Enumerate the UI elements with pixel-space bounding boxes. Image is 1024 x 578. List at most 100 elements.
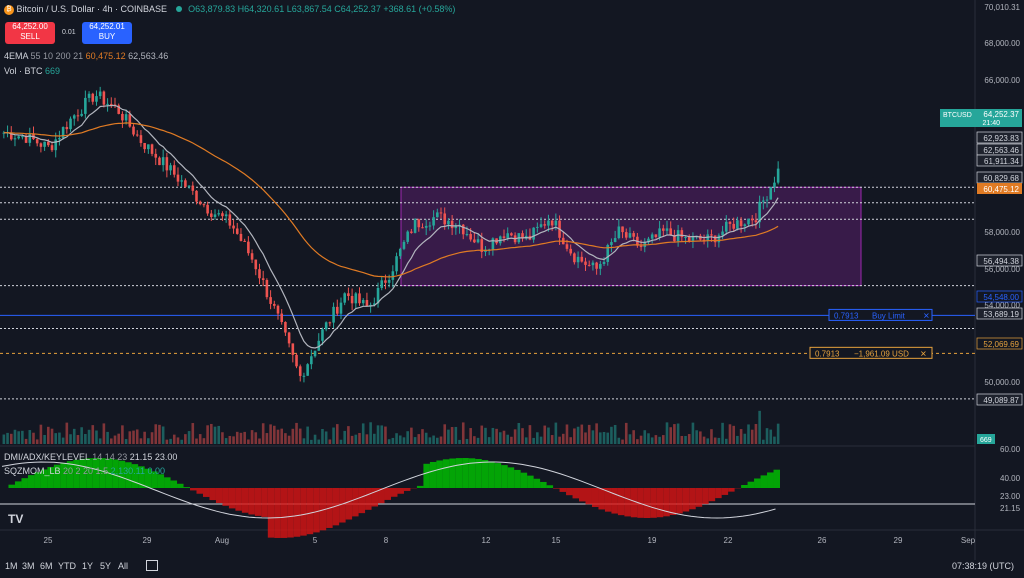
candle-body	[265, 280, 269, 298]
momentum-bar	[287, 488, 294, 538]
candle-body	[476, 239, 480, 243]
candle-body	[87, 93, 91, 98]
momentum-bar	[378, 488, 385, 504]
range-ytd[interactable]: YTD	[58, 561, 76, 571]
momentum-bar	[47, 466, 54, 488]
range-5y[interactable]: 5Y	[100, 561, 112, 571]
candle-body	[184, 180, 187, 187]
candle-body	[61, 127, 65, 139]
tradingview-logo-icon[interactable]: TV	[8, 512, 24, 526]
volume-bar	[158, 424, 161, 444]
momentum-bar	[339, 488, 346, 523]
momentum-bar	[79, 458, 87, 488]
candle-body	[261, 278, 265, 281]
candle-body	[21, 136, 24, 138]
volume-bar	[24, 438, 28, 444]
volume-bar	[95, 430, 98, 444]
candle-body	[139, 135, 143, 143]
volume-bar	[621, 439, 624, 444]
volume-bar	[317, 439, 321, 444]
price-label-box	[976, 393, 1023, 406]
candle-body	[95, 96, 98, 102]
momentum-bar	[352, 488, 359, 517]
volume-bar	[513, 429, 517, 444]
ema-legend[interactable]: 4EMA 55 10 200 21 60,475.12 62,563.46	[4, 51, 168, 61]
range-6m[interactable]: 6M	[40, 561, 53, 571]
candle-body	[424, 225, 428, 228]
momentum-bar	[533, 478, 541, 488]
volume-bar	[361, 423, 365, 444]
volume-bar	[565, 424, 569, 444]
volume-bar	[695, 430, 698, 444]
candle-body	[232, 225, 235, 229]
volume-bar	[654, 435, 658, 444]
range-1m[interactable]: 1M	[5, 561, 18, 571]
volume-bar	[254, 432, 258, 444]
buy-limit-qty: 0.7913	[834, 311, 859, 320]
volume-bar	[762, 439, 765, 444]
volume-bar	[365, 434, 369, 444]
candle-body	[395, 256, 398, 272]
volume-bar	[117, 433, 120, 444]
volume-bar	[417, 434, 421, 444]
candle-body	[106, 103, 109, 105]
sqzmom-legend-name: SQZMOM_LB	[4, 466, 61, 476]
momentum-bar	[358, 488, 366, 514]
range-3m[interactable]: 3M	[22, 561, 35, 571]
momentum-bar	[754, 478, 761, 488]
volume-bar	[80, 427, 83, 444]
momentum-bar	[190, 488, 197, 491]
volume-bar	[369, 422, 372, 444]
candle-body	[361, 300, 365, 304]
calendar-icon[interactable]	[146, 560, 158, 571]
position-label[interactable]	[809, 346, 933, 359]
momentum-bar	[99, 458, 106, 488]
symbol-title-row[interactable]: ₿ Bitcoin / U.S. Dollar · 4h · COINBASE …	[4, 4, 455, 15]
candle-body	[443, 213, 447, 225]
volume-bar	[58, 432, 61, 444]
momentum-bar	[494, 463, 502, 488]
momentum-bar	[306, 488, 314, 535]
sqzmom-legend[interactable]: SQZMOM_LB 20 2 20 1.5 2,130.11 0.00	[4, 466, 165, 476]
candle-body	[684, 237, 687, 239]
volume-bar	[276, 429, 280, 444]
momentum-bar	[747, 481, 755, 488]
volume-bar	[295, 422, 298, 444]
volume-bar	[139, 438, 143, 444]
volume-bar	[702, 436, 706, 444]
candle-body	[284, 321, 287, 333]
candle-body	[547, 220, 550, 226]
candle-body	[687, 237, 691, 242]
dmi-legend[interactable]: DMI/ADX/KEYLEVEL 14 14 23 21.15 23.00	[4, 452, 177, 462]
momentum-bar	[170, 480, 178, 488]
range-1y[interactable]: 1Y	[82, 561, 94, 571]
candle-body	[554, 220, 558, 226]
volume-bar	[680, 435, 684, 444]
momentum-bar	[53, 464, 61, 488]
bitcoin-logo-icon: ₿	[4, 4, 14, 15]
volume-bar	[169, 438, 172, 444]
volume-legend[interactable]: Vol · BTC 669	[4, 66, 60, 76]
volume-bar	[335, 424, 339, 444]
volume-bar	[595, 423, 598, 444]
candle-body	[573, 253, 576, 263]
volume-bar	[436, 437, 439, 444]
momentum-bar	[663, 488, 670, 517]
volume-bar	[195, 438, 198, 444]
utc-clock[interactable]: 07:38:19 (UTC)	[952, 561, 1015, 571]
buy-limit-order-label[interactable]	[828, 308, 933, 321]
range-all[interactable]: All	[118, 561, 129, 571]
momentum-bar	[682, 488, 690, 512]
current-price-tag[interactable]	[940, 109, 1022, 127]
volume-bar	[447, 429, 450, 444]
candle-body	[702, 239, 706, 241]
price-level-label: 54,548.00	[983, 293, 1019, 302]
volume-legend-name: Vol · BTC	[4, 66, 43, 76]
volume-bar	[232, 436, 235, 444]
candle-body	[736, 220, 739, 229]
sell-button[interactable]: 64,252.00 SELL	[5, 22, 55, 44]
buy-button[interactable]: 64,252.01 BUY	[82, 22, 132, 44]
time-tick-label: 12	[482, 536, 491, 545]
volume-tag-label: 669	[980, 437, 992, 444]
